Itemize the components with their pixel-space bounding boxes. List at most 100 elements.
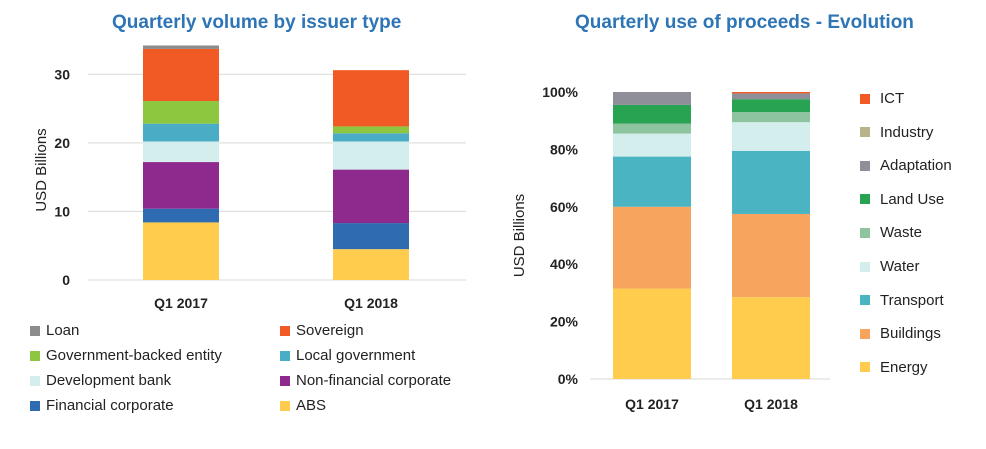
- legend-label: Financial corporate: [46, 397, 174, 414]
- legend-label: Local government: [296, 347, 416, 364]
- legend-item: Buildings: [860, 325, 941, 342]
- legend-item: Sovereign: [280, 322, 364, 339]
- y-tick-label: 30: [54, 66, 70, 82]
- bar-segment: [143, 141, 219, 163]
- bar-segment: [613, 104, 691, 124]
- bar-segment: [333, 126, 409, 134]
- bar-segment: [143, 45, 219, 49]
- bar-segment: [732, 150, 810, 214]
- bar-segment: [613, 206, 691, 289]
- legend-swatch: [30, 400, 40, 411]
- legend-swatch: [280, 350, 290, 361]
- legend-item: Local government: [280, 347, 415, 364]
- legend-swatch: [860, 227, 870, 238]
- bar-segment: [143, 101, 219, 124]
- legend-swatch: [860, 127, 870, 138]
- bar-segment: [613, 288, 691, 379]
- bar-segment: [143, 48, 219, 102]
- y-tick-label: 80%: [550, 141, 579, 157]
- legend-label: Waste: [880, 224, 922, 242]
- chart2-plot: 0% 20% 40% 60% 80% 100% USD Billions Q1 2017 Q1 …: [511, 84, 830, 412]
- legend-label: Government-backed entity: [46, 347, 222, 364]
- legend-item: Adaptation: [860, 157, 952, 174]
- legend-swatch: [280, 400, 290, 411]
- legend-item: Government-backed entity: [30, 347, 222, 364]
- bar-segment: [732, 297, 810, 379]
- bar-segment: [333, 249, 409, 280]
- x-tick-label: Q1 2018: [344, 295, 398, 311]
- legend-swatch: [860, 295, 870, 306]
- legend-label: Transport: [880, 291, 944, 309]
- legend-swatch: [860, 261, 870, 272]
- bar-segment: [732, 213, 810, 298]
- legend-item: ABS: [280, 397, 326, 414]
- bar-segment: [143, 208, 219, 223]
- legend-swatch: [30, 325, 40, 336]
- legend-item: Energy: [860, 359, 928, 376]
- legend-label: ABS: [296, 397, 327, 414]
- y-tick-label: 40%: [550, 256, 579, 272]
- bar-segment: [333, 70, 409, 127]
- legend-item: Water: [860, 258, 919, 275]
- legend-item: Waste: [860, 224, 922, 241]
- legend-label: ICT: [880, 90, 905, 107]
- bar-segment: [732, 122, 810, 151]
- y-tick-label: 20%: [550, 314, 579, 330]
- legend-label: Energy: [880, 358, 928, 376]
- legend-item: Non-financial corporate: [280, 372, 451, 389]
- bar-segment: [333, 141, 409, 170]
- y-tick-label: 0: [62, 272, 70, 288]
- y-axis-label: USD Billions: [33, 128, 50, 211]
- legend-label: Adaptation: [880, 157, 952, 175]
- x-tick-label: Q1 2017: [625, 396, 679, 412]
- bar-segment: [613, 156, 691, 207]
- legend-swatch: [30, 350, 40, 361]
- bar-segment: [333, 133, 409, 142]
- bar-segment: [143, 162, 219, 209]
- bar-segment: [613, 92, 691, 105]
- bar-segment: [333, 223, 409, 250]
- bar-segment: [732, 93, 810, 100]
- chart1-title: Quarterly volume by issuer type: [112, 12, 402, 33]
- legend-label: Sovereign: [296, 322, 364, 339]
- legend-swatch: [860, 328, 870, 339]
- x-tick-label: Q1 2017: [154, 295, 208, 311]
- legend-swatch: [30, 375, 40, 386]
- legend-label: Buildings: [880, 325, 941, 343]
- bar-segment: [613, 133, 691, 157]
- legend-swatch: [860, 160, 870, 171]
- legend-item: Transport: [860, 292, 944, 309]
- y-axis-label: USD Billions: [511, 194, 528, 277]
- legend-item: ICT: [860, 90, 904, 107]
- bar-segment: [143, 123, 219, 142]
- legend-item: Development bank: [30, 372, 171, 389]
- legend-label: Industry: [880, 123, 934, 141]
- bar-segment: [143, 222, 219, 280]
- legend-swatch: [860, 194, 870, 205]
- bar-segment: [732, 99, 810, 113]
- bar-segment: [613, 123, 691, 134]
- legend-swatch: [280, 375, 290, 386]
- bar-segment: [732, 92, 810, 94]
- bar-segment: [333, 169, 409, 224]
- chart2-title: Quarterly use of proceeds - Evolution: [575, 12, 914, 33]
- legend-item: Financial corporate: [30, 397, 174, 414]
- legend-label: Loan: [46, 322, 80, 339]
- legend-swatch: [860, 93, 870, 104]
- legend-label: Development bank: [46, 372, 172, 389]
- legend-item: Loan: [30, 322, 79, 339]
- y-tick-label: 60%: [550, 199, 579, 215]
- y-tick-label: 20: [54, 135, 70, 151]
- legend-swatch: [280, 325, 290, 336]
- legend-item: Land Use: [860, 191, 944, 208]
- y-tick-label: 10: [54, 203, 70, 219]
- legend-swatch: [860, 362, 870, 373]
- y-tick-label: 100%: [542, 84, 578, 100]
- chart1-plot: 0 10 20 30 USD Billions Q1 2017 Q1 2018: [33, 45, 466, 311]
- bar-segment: [732, 112, 810, 123]
- x-tick-label: Q1 2018: [744, 396, 798, 412]
- legend-label: Water: [880, 258, 920, 275]
- legend-item: Industry: [860, 124, 933, 141]
- legend-label: Non-financial corporate: [296, 372, 452, 389]
- legend-label: Land Use: [880, 190, 945, 208]
